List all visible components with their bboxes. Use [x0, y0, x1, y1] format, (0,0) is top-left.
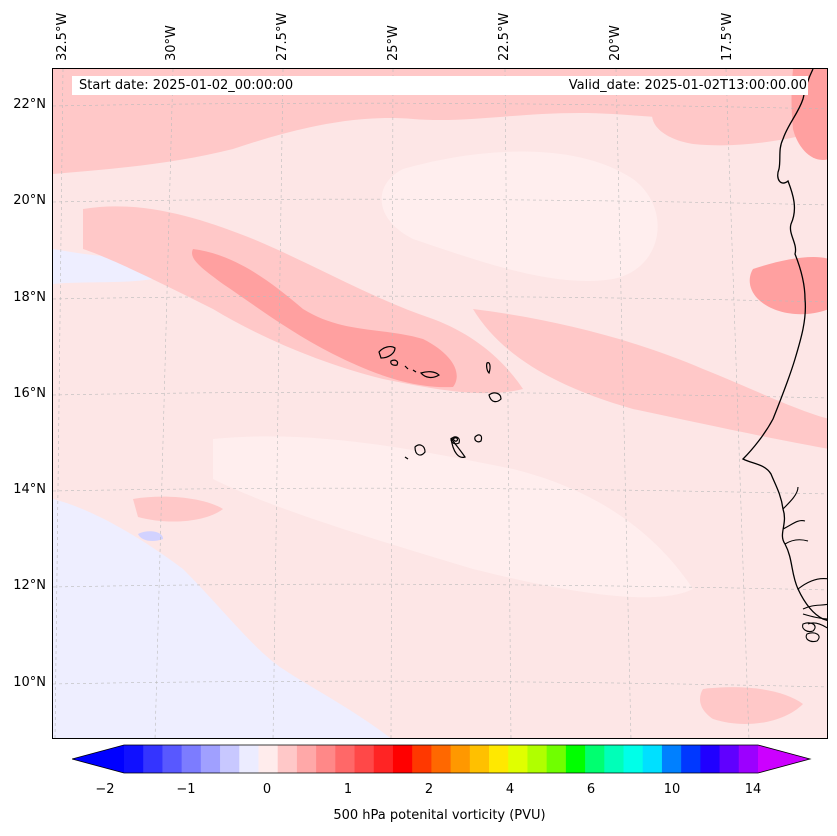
colorbar-segment [373, 745, 394, 773]
african-coastline [741, 69, 827, 622]
colorbar-segment [546, 745, 567, 773]
cbar-tick-2: 2 [424, 782, 434, 797]
date-info-box [72, 76, 808, 95]
colorbar-segment [296, 745, 317, 773]
colorbar-outline [72, 744, 812, 774]
cbar-tick-14: 14 [744, 782, 762, 797]
low-pv-band-central [381, 151, 658, 281]
negative-pv-region-south [53, 499, 391, 738]
cbar-tick-neg1: −1 [176, 782, 196, 797]
colorbar-segment [469, 745, 490, 773]
colorbar-segment [239, 745, 259, 773]
pv-patch-east [749, 257, 827, 315]
coast-detail-1 [782, 486, 809, 545]
colorbar-segment [681, 745, 701, 773]
lon-label-17.5w: 17.5°W [720, 12, 735, 61]
lat-label-10n: 10°N [13, 675, 46, 690]
lon-label-32.5w: 32.5°W [55, 12, 70, 61]
cbar-tick-4: 4 [505, 782, 515, 797]
colorbar-segment [508, 745, 528, 773]
valid-date-label: Valid_date: 2025-01-02T13:00:00.00 [568, 78, 807, 93]
colorbar-segment [565, 745, 586, 773]
cbar-tick-1: 1 [343, 782, 353, 797]
colorbar-segment [604, 745, 625, 773]
low-pv-band-south [213, 436, 693, 598]
coast-detail-2 [797, 577, 827, 610]
cape-verde-islands [378, 346, 502, 460]
lat-label-18n: 18°N [13, 290, 46, 305]
colorbar-segment [335, 745, 356, 773]
map-panel[interactable] [52, 68, 828, 739]
colorbar-label: 500 hPa potenital vorticity (PVU) [333, 808, 546, 823]
colorbar-segment [277, 745, 298, 773]
colorbar-segment [527, 745, 548, 773]
colorbar-segment [585, 745, 605, 773]
pv-patch-southwest [133, 496, 223, 522]
cbar-tick-neg2: −2 [95, 782, 115, 797]
colorbar-segment [661, 745, 682, 773]
colorbar-segment [124, 745, 144, 773]
colorbar-segment [623, 745, 644, 773]
lon-label-25w: 25°W [386, 25, 401, 61]
lat-label-12n: 12°N [13, 578, 46, 593]
colorbar-segment [700, 745, 721, 773]
colorbar-segment [392, 745, 413, 773]
lat-label-20n: 20°N [13, 193, 46, 208]
lon-label-20w: 20°W [608, 25, 623, 61]
colorbar-segment [316, 745, 336, 773]
gridlines [53, 69, 827, 738]
colorbar [72, 744, 812, 774]
colorbar-segment [220, 745, 240, 773]
lon-label-30w: 30°W [164, 25, 179, 61]
colorbar-segment [143, 745, 163, 773]
pv-patch-south [700, 687, 803, 724]
lat-label-16n: 16°N [13, 386, 46, 401]
colorbar-over-arrow [758, 745, 810, 773]
colorbar-under-arrow [72, 745, 124, 773]
cbar-tick-0: 0 [262, 782, 272, 797]
lat-label-22n: 22°N [13, 97, 46, 112]
colorbar-segment [200, 745, 221, 773]
colorbar-segment [181, 745, 202, 773]
colorbar-segment [719, 745, 740, 773]
pv-maximum-band [192, 249, 457, 388]
cbar-tick-6: 6 [586, 782, 596, 797]
colorbar-segment [354, 745, 375, 773]
colorbar-segment [431, 745, 452, 773]
lon-label-22.5w: 22.5°W [497, 12, 512, 61]
colorbar-segment [450, 745, 471, 773]
lat-label-14n: 14°N [13, 482, 46, 497]
colorbar-segment [162, 745, 183, 773]
pv-band-north [53, 69, 827, 174]
pv-band-east [473, 309, 827, 449]
cbar-tick-10: 10 [663, 782, 681, 797]
negative-pv-patch-south [138, 531, 163, 542]
lon-label-27.5w: 27.5°W [275, 12, 290, 61]
colorbar-segment [738, 745, 759, 773]
coastal-islands [802, 622, 820, 643]
colorbar-segment [258, 745, 279, 773]
start-date-label: Start date: 2025-01-02_00:00:00 [79, 78, 294, 93]
pv-contour-map [53, 69, 827, 738]
colorbar-segment [489, 745, 509, 773]
colorbar-segment [642, 745, 663, 773]
colorbar-segment [412, 745, 432, 773]
